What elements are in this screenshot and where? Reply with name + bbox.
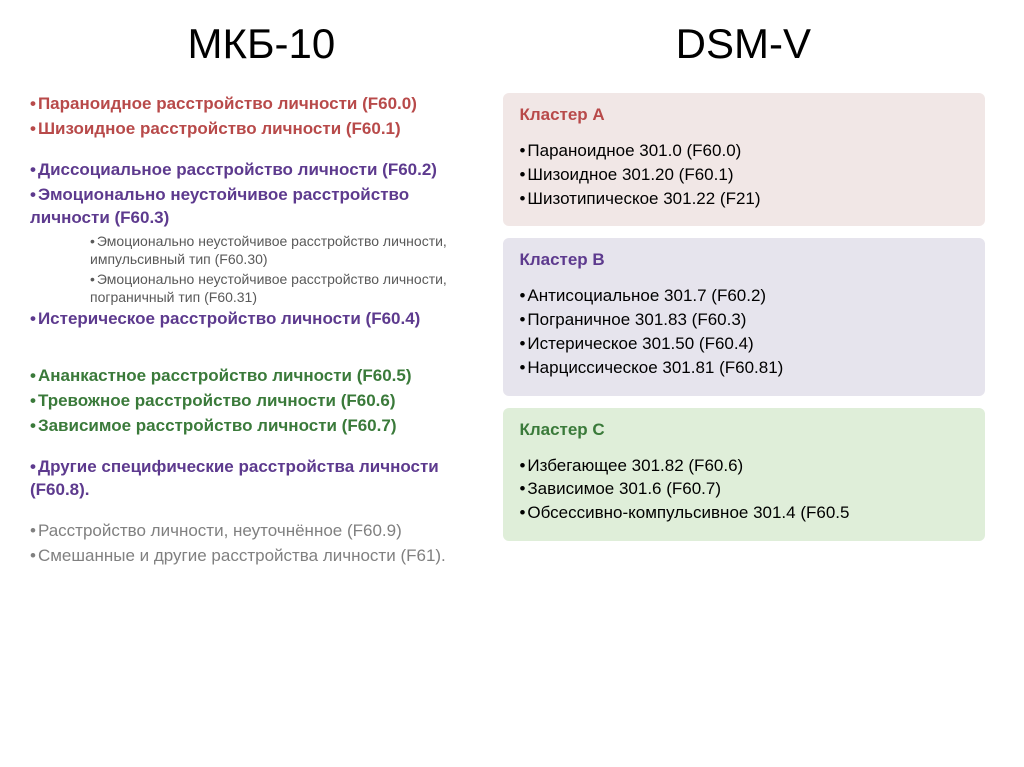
icd10-column: Параноидное расстройство личности (F60.0…	[30, 93, 473, 570]
cluster-item: Шизоидное 301.20 (F60.1)	[519, 163, 969, 187]
cluster-title: Кластер А	[519, 105, 969, 125]
cluster-item: Истерическое 301.50 (F60.4)	[519, 332, 969, 356]
icd10-item: Расстройство личности, неуточнённое (F60…	[30, 520, 473, 543]
icd10-subitem: Эмоционально неустойчивое расстройство л…	[90, 270, 473, 306]
icd10-item: Ананкастное расстройство личности (F60.5…	[30, 365, 473, 388]
icd10-item: Другие специфические расстройства личнос…	[30, 456, 473, 502]
icd10-item: Диссоциальное расстройство личности (F60…	[30, 159, 473, 182]
icd10-item: Зависимое расстройство личности (F60.7)	[30, 415, 473, 438]
icd10-item: Шизоидное расстройство личности (F60.1)	[30, 118, 473, 141]
spacer	[30, 333, 473, 349]
icd10-item: Истерическое расстройство личности (F60.…	[30, 308, 473, 331]
titles-row: МКБ-10 DSM-V	[30, 20, 994, 68]
cluster-title: Кластер В	[519, 250, 969, 270]
cluster-item: Антисоциальное 301.7 (F60.2)	[519, 284, 969, 308]
cluster-title: Кластер С	[519, 420, 969, 440]
cluster-box: Кластер С Избегающее 301.82 (F60.6)Зависи…	[503, 408, 985, 541]
spacer	[30, 143, 473, 159]
cluster-box: Кластер А Параноидное 301.0 (F60.0)Шизоид…	[503, 93, 985, 226]
cluster-item: Шизотипическое 301.22 (F21)	[519, 187, 969, 211]
cluster-item: Избегающее 301.82 (F60.6)	[519, 454, 969, 478]
cluster-item: Зависимое 301.6 (F60.7)	[519, 477, 969, 501]
cluster-box: Кластер В Антисоциальное 301.7 (F60.2)Пог…	[503, 238, 985, 395]
spacer	[30, 440, 473, 456]
spacer	[30, 349, 473, 365]
cluster-item: Параноидное 301.0 (F60.0)	[519, 139, 969, 163]
dsm5-column: Кластер А Параноидное 301.0 (F60.0)Шизоид…	[503, 93, 985, 570]
spacer	[30, 504, 473, 520]
icd10-item: Тревожное расстройство личности (F60.6)	[30, 390, 473, 413]
columns: Параноидное расстройство личности (F60.0…	[30, 93, 994, 570]
cluster-item: Нарциссическое 301.81 (F60.81)	[519, 356, 969, 380]
icd10-item: Параноидное расстройство личности (F60.0…	[30, 93, 473, 116]
title-left: МКБ-10	[30, 20, 493, 68]
icd10-item: Смешанные и другие расстройства личности…	[30, 545, 473, 568]
cluster-item: Обсессивно-компульсивное 301.4 (F60.5	[519, 501, 969, 525]
icd10-item: Эмоционально неустойчивое расстройство л…	[30, 184, 473, 230]
title-right: DSM-V	[493, 20, 994, 68]
icd10-subitem: Эмоционально неустойчивое расстройство л…	[90, 232, 473, 268]
cluster-item: Пограничное 301.83 (F60.3)	[519, 308, 969, 332]
